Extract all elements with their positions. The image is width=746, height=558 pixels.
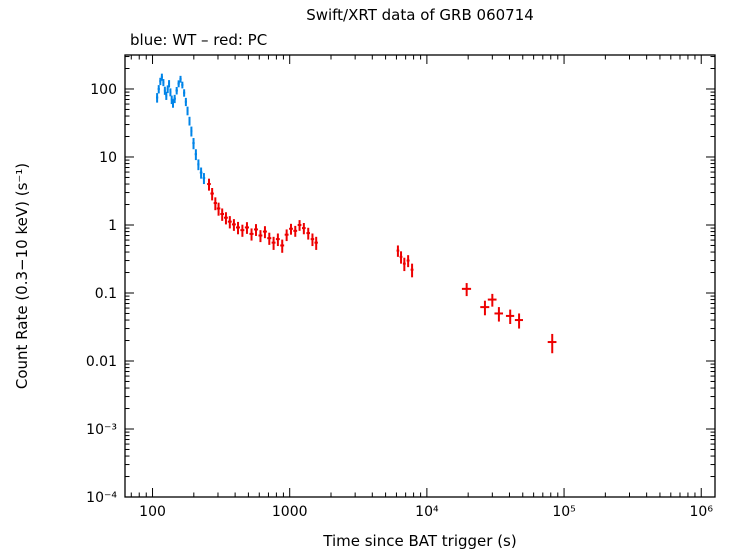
tick-labels: 100 1000 10⁴ 10⁵ 10⁶ 100 10 1 0.1 0.01 10⁻³ 10⁻⁴ [86,82,713,520]
y-tick-label: 10 [99,150,117,166]
y-tick-label: 10⁻⁴ [86,490,117,506]
series-pc [207,178,557,354]
y-tick-label: 100 [90,82,117,98]
y-axis-label: Count Rate (0.3−10 keV) (s⁻¹) [13,163,31,389]
x-tick-label: 100 [139,504,166,520]
x-tick-label: 10⁴ [415,504,439,520]
mode-legend: blue: WT – red: PC [130,31,268,49]
axis-ticks [125,55,715,498]
series-wt [155,73,206,185]
x-tick-label: 10⁶ [690,504,714,520]
x-tick-label: 1000 [272,504,308,520]
y-tick-label: 0.1 [95,286,117,302]
x-tick-label: 10⁵ [552,504,575,520]
y-tick-label: 0.01 [86,354,117,370]
plot-frame [124,54,716,498]
x-axis-label: Time since BAT trigger (s) [322,532,516,550]
y-tick-label: 10⁻³ [86,422,117,438]
chart-title: Swift/XRT data of GRB 060714 [306,6,534,24]
y-tick-label: 1 [108,218,117,234]
